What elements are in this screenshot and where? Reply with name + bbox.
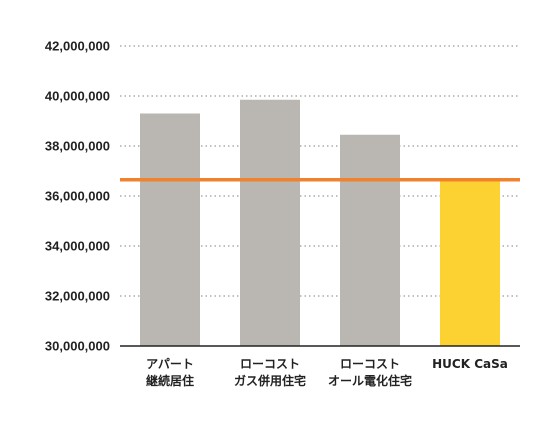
x-tick-label: HUCK CaSa: [432, 357, 508, 371]
bar: [440, 179, 500, 346]
x-tick-label-line: ローコスト: [240, 357, 300, 371]
y-tick-label: 30,000,000: [45, 339, 110, 354]
y-tick-label: 34,000,000: [45, 239, 110, 254]
x-tick-label-line: アパート: [146, 357, 194, 371]
x-tick-label-line: オール電化住宅: [328, 373, 412, 388]
x-tick-label: ローコストオール電化住宅: [328, 357, 412, 388]
bar: [240, 99, 300, 346]
y-tick-label: 32,000,000: [45, 289, 110, 304]
y-tick-label: 38,000,000: [45, 139, 110, 154]
y-tick-label: 40,000,000: [45, 89, 110, 104]
bars: [140, 99, 500, 346]
y-axis-ticks: 30,000,000 32,000,000 34,000,000 36,000,000…: [45, 39, 110, 354]
x-tick-label-line: ガス併用住宅: [234, 373, 306, 388]
x-tick-label-line: 継続居住: [146, 373, 194, 388]
y-tick-label: 36,000,000: [45, 189, 110, 204]
x-tick-label: ローコストガス併用住宅: [234, 357, 306, 388]
bar: [340, 134, 400, 346]
x-tick-label-line: HUCK CaSa: [432, 357, 508, 371]
bar: [140, 113, 200, 346]
x-tick-label: アパート継続居住: [146, 357, 194, 388]
x-tick-label-line: ローコスト: [340, 357, 400, 371]
y-tick-label: 42,000,000: [45, 39, 110, 54]
